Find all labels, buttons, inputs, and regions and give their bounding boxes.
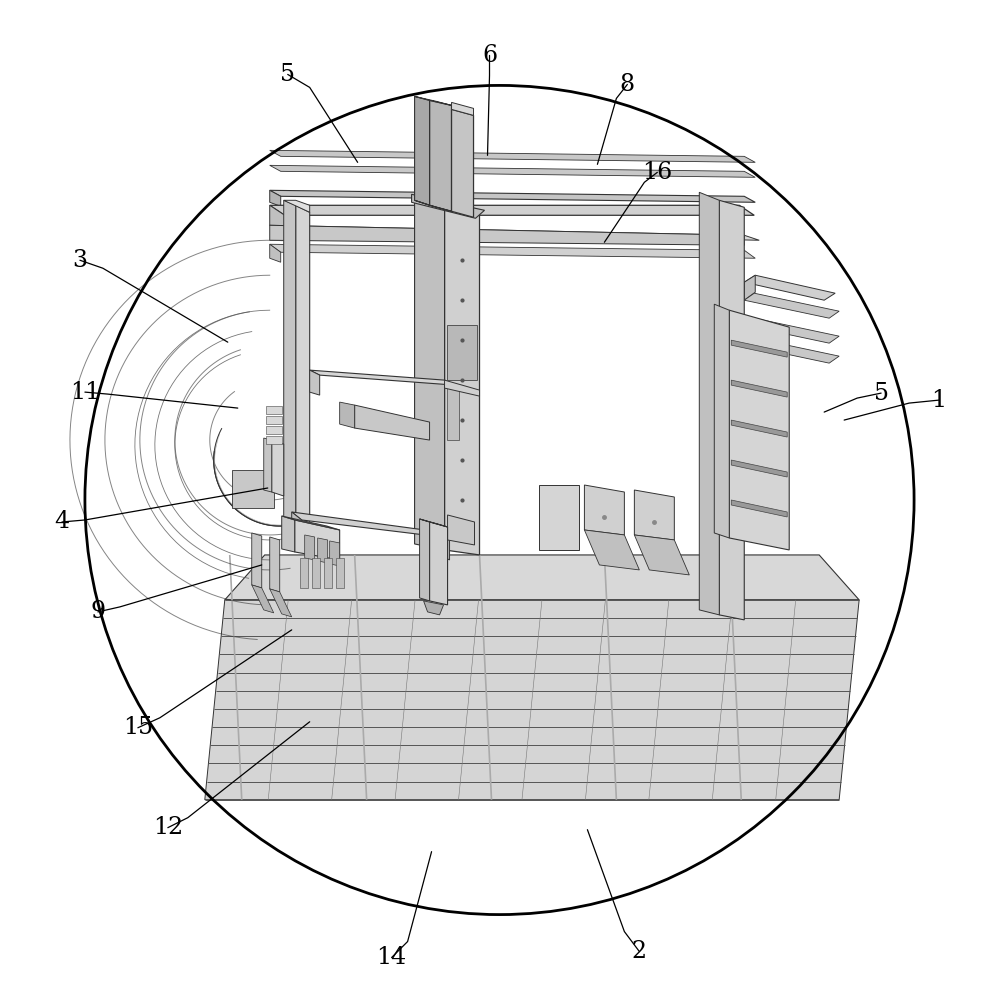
Polygon shape (731, 460, 787, 477)
Polygon shape (424, 601, 444, 615)
Polygon shape (284, 200, 310, 212)
Polygon shape (415, 96, 430, 205)
Polygon shape (340, 402, 355, 428)
Text: 3: 3 (72, 249, 88, 272)
Polygon shape (310, 370, 320, 395)
Polygon shape (415, 96, 452, 105)
Text: 15: 15 (123, 716, 153, 739)
Polygon shape (252, 533, 262, 588)
Polygon shape (270, 537, 280, 592)
Polygon shape (415, 200, 452, 211)
Polygon shape (264, 438, 272, 492)
Polygon shape (420, 519, 430, 601)
Text: 1: 1 (931, 389, 947, 412)
Polygon shape (452, 102, 474, 115)
Polygon shape (272, 440, 284, 496)
Polygon shape (412, 194, 485, 218)
Text: 16: 16 (642, 161, 672, 184)
Polygon shape (295, 520, 340, 560)
Polygon shape (634, 535, 689, 575)
Polygon shape (744, 275, 835, 300)
Polygon shape (731, 380, 787, 397)
Bar (266, 406, 282, 414)
Polygon shape (270, 150, 755, 162)
Polygon shape (284, 200, 296, 550)
Bar (447, 385, 459, 440)
Polygon shape (744, 318, 839, 343)
Polygon shape (744, 275, 755, 300)
Polygon shape (445, 380, 480, 396)
Bar (447, 325, 477, 380)
Bar (232, 470, 274, 508)
Text: 6: 6 (482, 44, 498, 67)
Text: 11: 11 (70, 381, 100, 404)
Polygon shape (270, 190, 755, 202)
Circle shape (85, 85, 914, 915)
Polygon shape (729, 310, 789, 550)
Polygon shape (205, 600, 859, 800)
Polygon shape (270, 225, 744, 245)
Text: 9: 9 (90, 600, 106, 623)
Polygon shape (310, 370, 455, 385)
Polygon shape (420, 519, 448, 527)
Polygon shape (744, 338, 839, 363)
Polygon shape (714, 304, 729, 538)
Polygon shape (634, 490, 674, 540)
Polygon shape (415, 192, 445, 550)
Polygon shape (330, 541, 340, 566)
Polygon shape (719, 200, 744, 620)
Polygon shape (270, 244, 755, 258)
Polygon shape (282, 516, 295, 552)
Polygon shape (305, 535, 315, 560)
Polygon shape (270, 165, 755, 177)
Polygon shape (318, 538, 328, 563)
Bar (300, 558, 308, 588)
Polygon shape (430, 522, 448, 605)
Polygon shape (744, 293, 839, 318)
Polygon shape (452, 109, 474, 217)
Bar (336, 558, 344, 588)
Polygon shape (584, 530, 639, 570)
Text: 5: 5 (873, 382, 889, 405)
Bar (324, 558, 332, 588)
Polygon shape (270, 205, 754, 215)
Polygon shape (445, 200, 480, 555)
Polygon shape (270, 225, 759, 240)
Polygon shape (699, 192, 719, 615)
Polygon shape (296, 205, 310, 552)
Text: 8: 8 (619, 73, 635, 96)
Bar (266, 426, 282, 434)
Polygon shape (292, 512, 450, 538)
Polygon shape (270, 244, 281, 262)
Text: 4: 4 (54, 510, 70, 533)
Polygon shape (225, 555, 859, 600)
Polygon shape (292, 512, 302, 545)
Polygon shape (731, 340, 787, 357)
Text: 2: 2 (631, 940, 647, 963)
Polygon shape (355, 405, 430, 440)
Polygon shape (731, 500, 787, 517)
Polygon shape (252, 585, 274, 613)
Polygon shape (731, 420, 787, 437)
Polygon shape (440, 532, 450, 560)
Text: 14: 14 (377, 946, 407, 969)
Bar (312, 558, 320, 588)
Polygon shape (282, 516, 340, 530)
Text: 12: 12 (153, 816, 183, 839)
Bar (266, 436, 282, 444)
Bar (266, 416, 282, 424)
Polygon shape (415, 192, 480, 210)
Polygon shape (430, 100, 452, 211)
Polygon shape (448, 515, 475, 545)
Polygon shape (584, 485, 624, 535)
Polygon shape (270, 589, 292, 617)
Polygon shape (270, 205, 285, 230)
Text: 5: 5 (280, 63, 296, 86)
Bar (539, 485, 579, 550)
Polygon shape (270, 190, 281, 206)
